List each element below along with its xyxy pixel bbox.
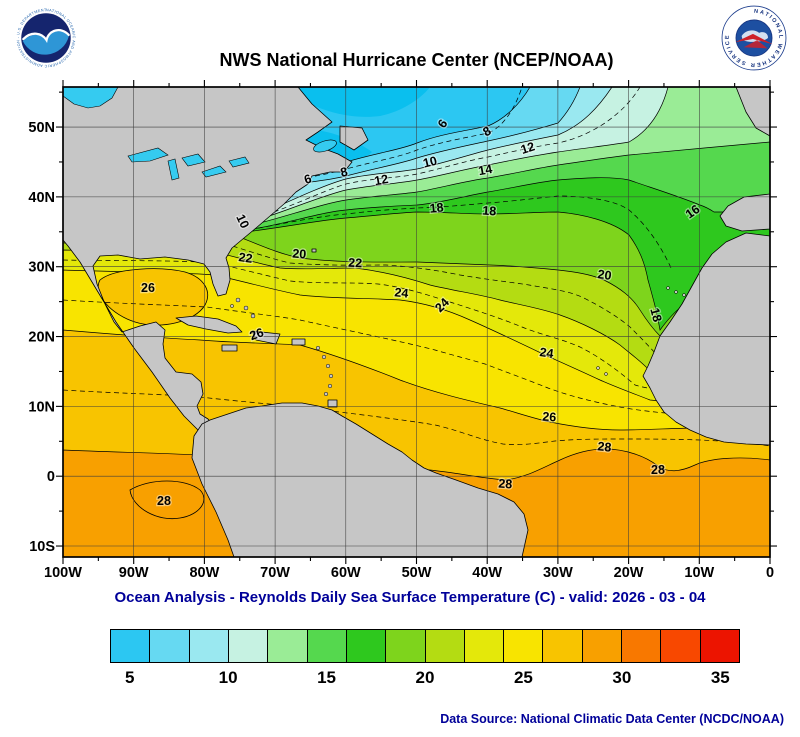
colorbar-cell — [227, 630, 268, 662]
colorbar-tick-label: 35 — [710, 668, 730, 687]
colorbar-tick-labels: 5 10 15 20 25 30 35 — [110, 668, 740, 692]
trinidad — [327, 399, 338, 408]
contour-label: 28 — [651, 463, 665, 477]
nws-bird-wing — [743, 40, 768, 49]
nws-logo: NATIONAL WEATHER SERVICE — [721, 5, 787, 71]
map-caption: Ocean Analysis - Reynolds Daily Sea Surf… — [114, 589, 706, 606]
nws-bird-icon — [735, 33, 773, 45]
colorbar-cell — [542, 630, 582, 662]
colorbar-tick-label: 20 — [415, 668, 435, 687]
colorbar-cell — [188, 630, 228, 662]
lat-label: 20N — [28, 330, 55, 346]
contour-label: 22 — [348, 256, 363, 271]
lat-label: 0 — [47, 469, 55, 485]
cuba — [175, 315, 243, 334]
lat-label: 40N — [28, 190, 55, 206]
newfoundland — [339, 125, 369, 151]
lon-label: 90W — [119, 565, 149, 581]
lat-label: 50N — [28, 120, 55, 136]
europe-corner — [735, 87, 770, 137]
contour-label: 20 — [292, 247, 307, 262]
contour-label: 28 — [157, 494, 171, 508]
lon-label: 50W — [402, 565, 432, 581]
colorbar-cell — [345, 630, 386, 662]
contour-label: 26 — [248, 325, 266, 343]
contour-label: 12 — [519, 139, 537, 157]
lat-label: 30N — [28, 260, 55, 276]
iberia — [719, 193, 770, 232]
lat-label: 10S — [29, 539, 55, 555]
contour-label: 22 — [238, 250, 254, 266]
hispaniola — [251, 330, 281, 345]
data-source-note: Data Source: National Climatic Data Cent… — [440, 712, 784, 726]
lon-label: 60W — [331, 565, 361, 581]
colorbar-cell — [149, 630, 189, 662]
contour-label: 20 — [597, 267, 613, 283]
hudson-bay — [63, 87, 119, 109]
page-title: NWS National Hurricane Center (NCEP/NOAA… — [219, 50, 614, 70]
lon-label: 0 — [766, 565, 774, 581]
colorbar-cell — [385, 630, 425, 662]
colorbar-cell — [581, 630, 622, 662]
colorbar-tick-label: 15 — [317, 668, 337, 687]
contour-label: 24 — [394, 285, 409, 300]
puerto-rico — [291, 338, 306, 346]
colorbar-cell — [699, 630, 739, 662]
colorbar-cell — [463, 630, 504, 662]
canary-islands — [666, 286, 686, 297]
lon-label: 70W — [260, 565, 290, 581]
south-america — [191, 402, 529, 557]
contour-label: 26 — [542, 410, 557, 425]
contour-label: 18 — [647, 306, 664, 323]
bermuda — [311, 248, 317, 253]
colorbar-tick-label: 5 — [124, 668, 135, 687]
lat-label: 10N — [28, 399, 55, 415]
lon-label: 20W — [614, 565, 644, 581]
colorbar-cell — [503, 630, 543, 662]
axis-ticks — [56, 80, 777, 564]
lon-label: 80W — [189, 565, 219, 581]
jamaica — [221, 344, 238, 352]
axis-labels: 100W 90W 80W 70W 60W 50W 40W 30W 20W 10W 0 50N 40N 30… — [28, 120, 774, 581]
noaa-emblem-sea — [22, 31, 69, 55]
noaa-gull-icon — [22, 29, 70, 44]
cape-verde — [596, 366, 608, 376]
great-lakes — [127, 147, 250, 181]
colorbar-cell — [660, 630, 700, 662]
colorbar-cell — [306, 630, 346, 662]
lesser-antilles — [315, 345, 334, 397]
colorbar-tick-label: 25 — [513, 668, 533, 687]
contour-label: 26 — [141, 281, 155, 295]
lon-label: 30W — [543, 565, 573, 581]
lon-label: 100W — [44, 565, 82, 581]
land-masses — [63, 87, 770, 557]
lon-label: 10W — [684, 565, 714, 581]
africa — [642, 232, 770, 446]
colorbar-tick-label: 30 — [612, 668, 632, 687]
colorbar-cell — [267, 630, 307, 662]
gulf-of-st-lawrence — [313, 139, 337, 153]
contour-label: 24 — [539, 345, 555, 361]
colorbar-tick-label: 10 — [218, 668, 238, 687]
contour-label: 28 — [498, 477, 513, 492]
colorbar-cell — [424, 630, 464, 662]
lon-label: 40W — [472, 565, 502, 581]
noaa-logo: NATIONAL OCEANIC AND ATMOSPHERIC ADMINIS… — [13, 5, 79, 71]
contour-label: 18 — [429, 200, 444, 215]
contour-label: 14 — [477, 162, 493, 178]
contour-label: 12 — [373, 172, 389, 188]
map-canvas — [63, 87, 770, 557]
colorbar-cell — [621, 630, 661, 662]
colorbar-cell — [111, 630, 150, 662]
bahamas — [230, 297, 256, 319]
contour-label: 10 — [422, 154, 439, 171]
contour-label: 28 — [597, 439, 612, 454]
contour-label: 18 — [482, 204, 497, 219]
grid-lines — [63, 87, 770, 557]
colorbar — [110, 629, 740, 663]
